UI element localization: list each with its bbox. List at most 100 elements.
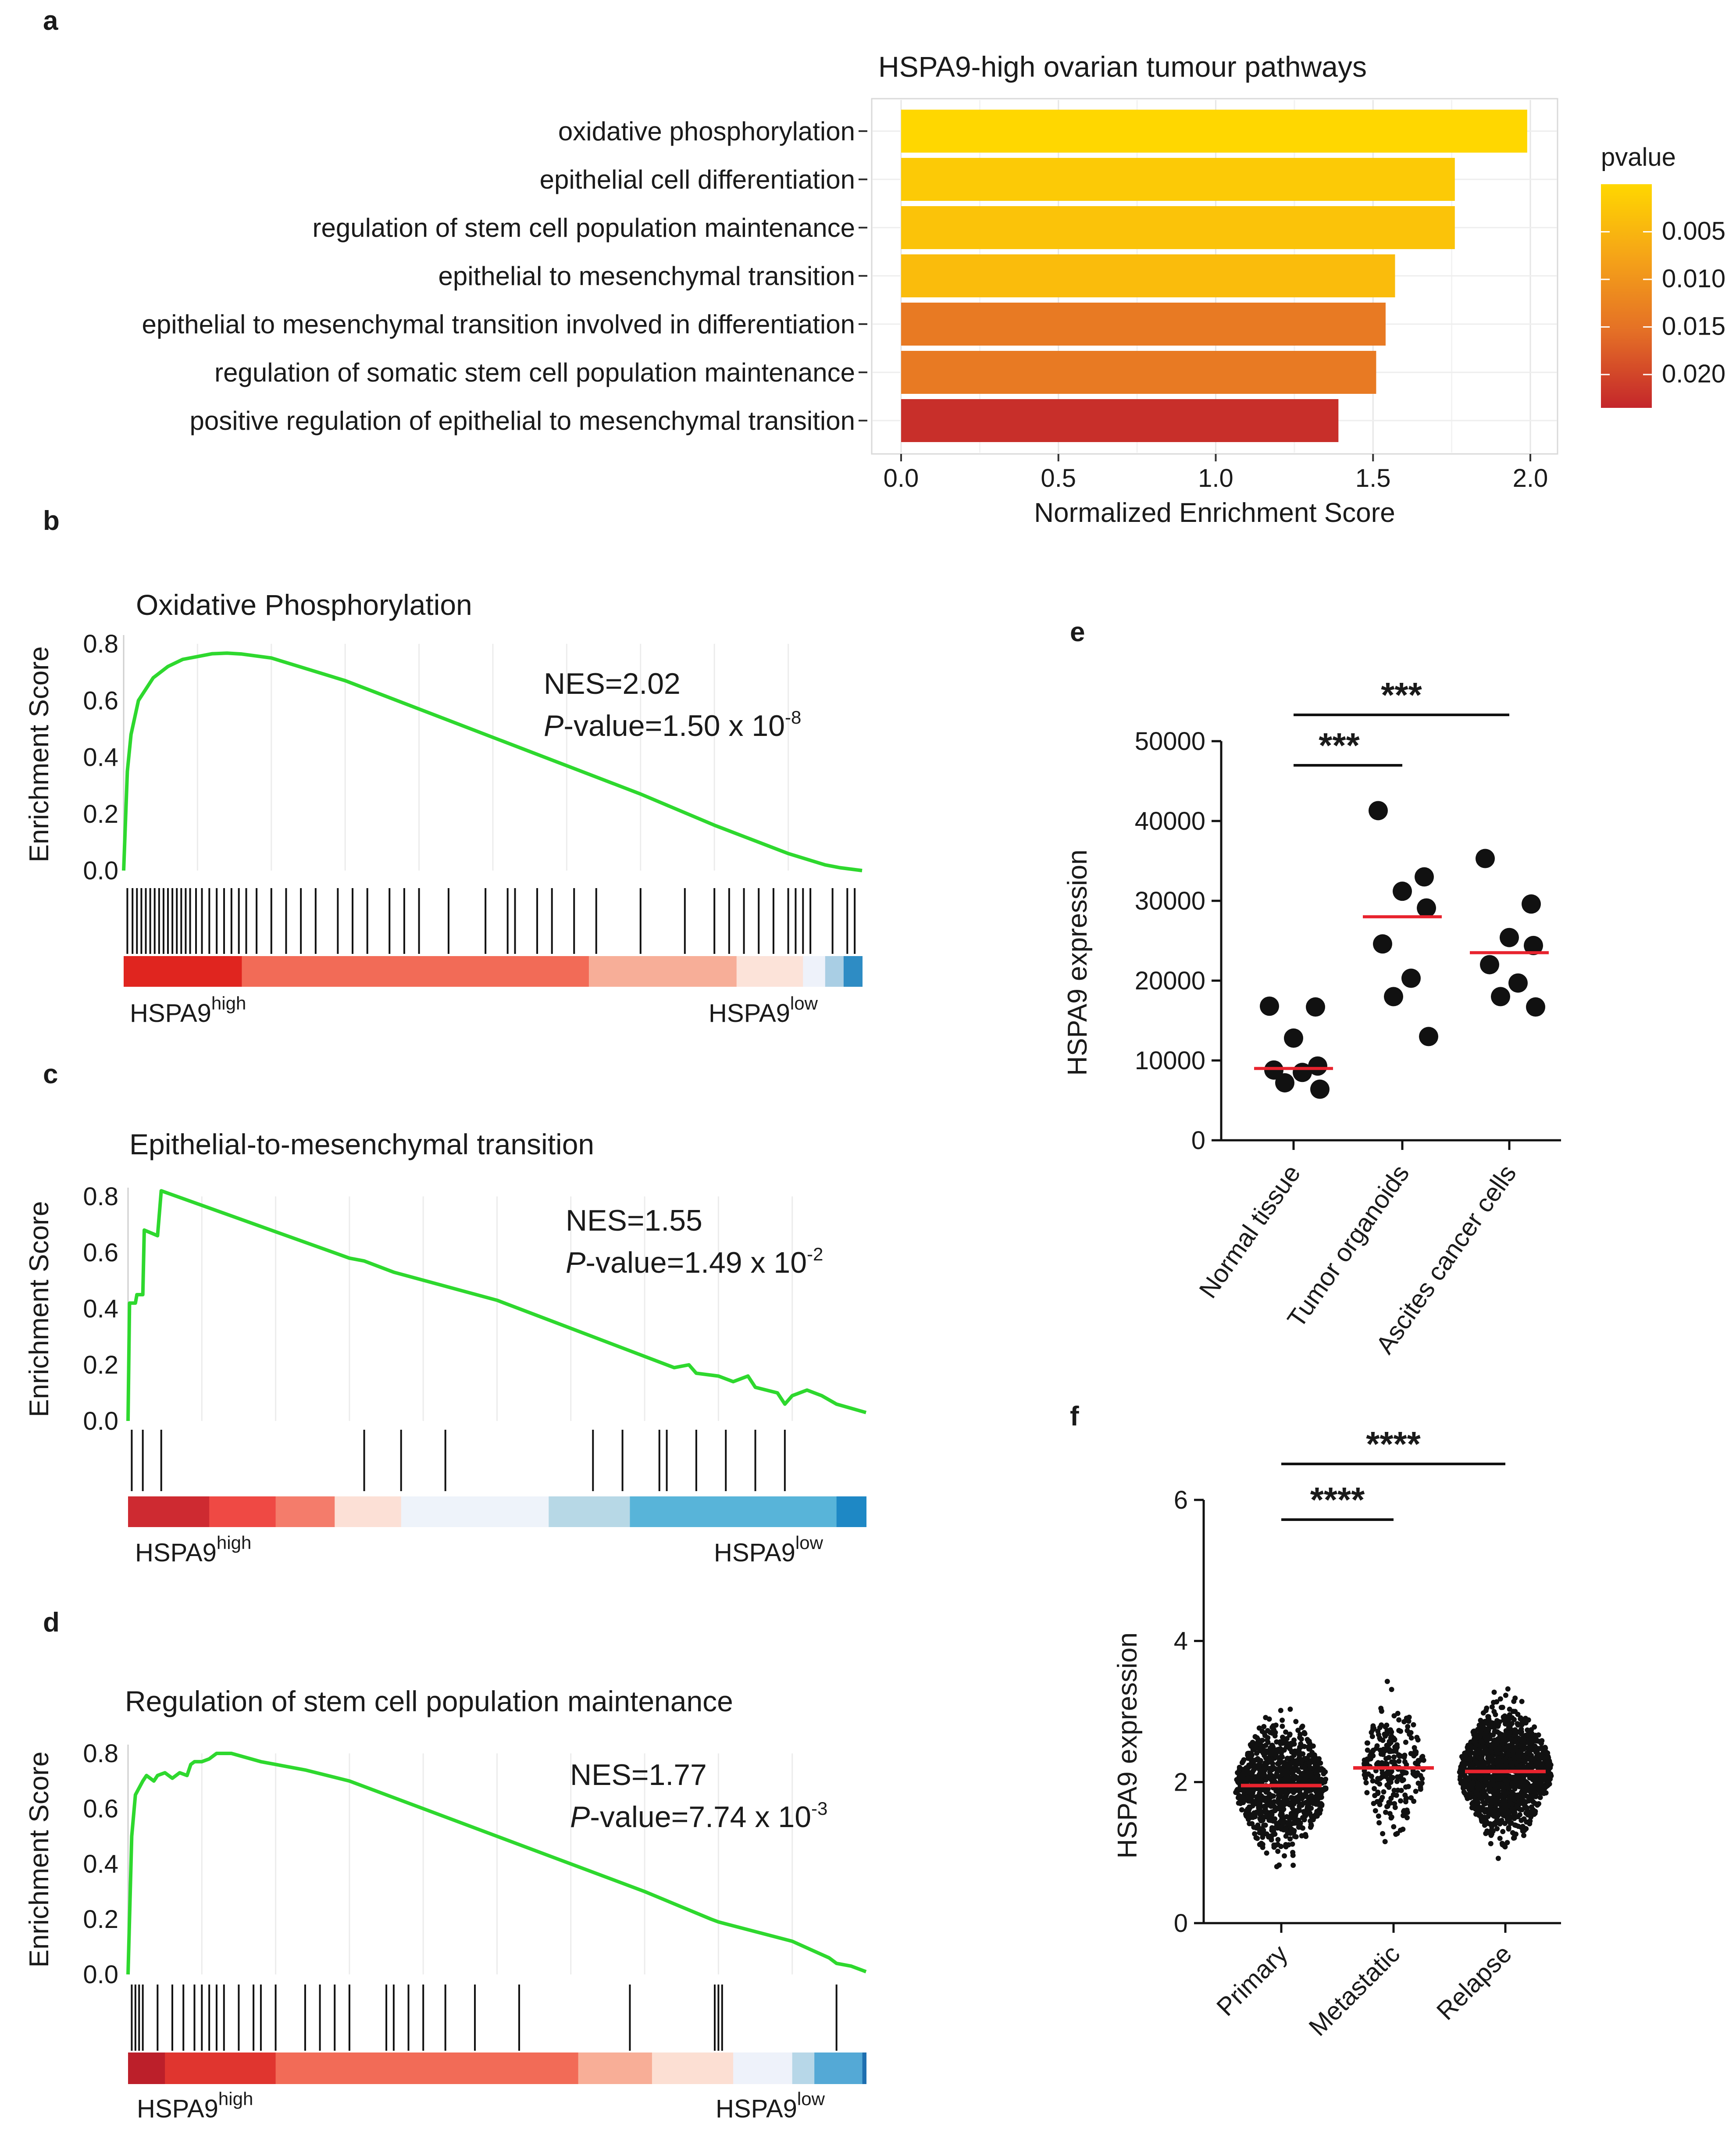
panel-a-label: a (43, 6, 58, 36)
f-data-point (1283, 1826, 1289, 1831)
f-data-point (1295, 1728, 1301, 1733)
f-data-point (1504, 1817, 1510, 1822)
pathway-label: epithelial to mesenchymal transition inv… (142, 310, 855, 339)
f-data-point (1276, 1759, 1282, 1764)
f-data-point (1321, 1768, 1327, 1774)
panel-b-label: b (43, 506, 60, 536)
e-significance-stars: *** (1381, 675, 1422, 714)
f-data-point (1498, 1705, 1504, 1710)
panel-a-title: HSPA9-high ovarian tumour pathways (878, 50, 1367, 83)
f-data-point (1258, 1742, 1264, 1748)
f-data-point (1370, 1748, 1376, 1753)
f-data-point (1264, 1813, 1269, 1818)
f-data-point (1308, 1770, 1313, 1776)
f-data-point (1365, 1747, 1370, 1753)
f-data-point (1263, 1748, 1269, 1754)
f-data-point (1487, 1775, 1493, 1781)
f-data-point (1257, 1791, 1262, 1796)
f-data-point (1386, 1755, 1392, 1760)
f-data-point (1515, 1824, 1521, 1829)
pvalue-legend-title: pvalue (1601, 143, 1676, 171)
f-data-point (1272, 1808, 1278, 1813)
f-y-tick-label: 6 (1174, 1486, 1188, 1514)
f-data-point (1376, 1813, 1381, 1819)
gsea-y-tick-label: 0.2 (83, 800, 118, 828)
panel-b-plot-area: 0.0 0.2 0.4 0.6 0.8 (83, 630, 863, 987)
f-data-point (1513, 1831, 1519, 1837)
f-data-point (1311, 1760, 1317, 1765)
e-y-tick-label: 10000 (1135, 1046, 1205, 1075)
panel-b-nes: NES=2.02 (544, 667, 681, 700)
f-data-point (1307, 1765, 1313, 1771)
f-data-point (1394, 1778, 1400, 1784)
f-data-point (1304, 1756, 1309, 1761)
f-data-point (1294, 1820, 1299, 1826)
f-data-point (1382, 1839, 1388, 1845)
f-y-tick-label: 2 (1174, 1768, 1188, 1796)
f-data-point (1365, 1771, 1371, 1777)
f-significance-stars: **** (1366, 1424, 1421, 1464)
f-data-point (1283, 1791, 1289, 1796)
e-y-tick-label: 50000 (1135, 727, 1205, 756)
f-data-point (1403, 1739, 1408, 1745)
f-data-point (1494, 1796, 1500, 1802)
f-data-point (1308, 1797, 1314, 1803)
f-data-point (1503, 1692, 1508, 1698)
panel-d-high-label: HSPA9high (137, 2088, 253, 2123)
f-data-point (1280, 1816, 1286, 1821)
e-data-point (1491, 987, 1510, 1007)
panel-f-y-axis-title: HSPA9 expression (1112, 1632, 1143, 1859)
f-data-point (1509, 1752, 1515, 1757)
f-data-point (1495, 1736, 1501, 1742)
f-data-point (1511, 1699, 1517, 1704)
bar-4 (901, 303, 1386, 346)
f-data-point (1389, 1768, 1394, 1774)
f-data-point (1475, 1727, 1481, 1732)
rank-heat-segment (630, 1496, 837, 1527)
f-data-point (1522, 1736, 1527, 1742)
f-data-point (1468, 1791, 1473, 1797)
gsea-y-tick-label: 0.2 (83, 1351, 118, 1379)
f-data-point (1518, 1715, 1523, 1721)
f-data-point (1462, 1761, 1468, 1767)
f-data-point (1536, 1786, 1542, 1792)
f-data-point (1363, 1780, 1369, 1785)
f-data-point (1267, 1769, 1273, 1775)
rank-heat-segment (836, 1496, 866, 1527)
f-data-point (1300, 1724, 1305, 1729)
f-data-point (1493, 1807, 1498, 1813)
f-data-point (1511, 1797, 1517, 1802)
gsea-y-tick-label: 0.0 (83, 1960, 118, 1989)
f-data-point (1300, 1778, 1306, 1784)
f-data-point (1299, 1764, 1305, 1770)
f-data-point (1276, 1796, 1281, 1802)
panel-b-gsea-plot: b Oxidative Phosphorylation Enrichment S… (24, 506, 863, 1028)
f-data-point (1537, 1795, 1543, 1800)
f-data-point (1257, 1842, 1262, 1847)
f-data-point (1507, 1731, 1512, 1736)
f-data-point (1418, 1786, 1423, 1792)
f-data-point (1482, 1760, 1487, 1766)
gsea-y-tick-label: 0.4 (83, 1850, 118, 1878)
f-data-point (1269, 1724, 1275, 1730)
f-data-point (1283, 1739, 1288, 1745)
rank-heat-segment (843, 956, 863, 987)
f-data-point (1396, 1758, 1402, 1764)
panel-f-label: f (1070, 1401, 1079, 1431)
e-data-point (1275, 1073, 1294, 1092)
f-data-point (1494, 1746, 1499, 1752)
f-data-point (1278, 1708, 1283, 1713)
rank-heat-segment (814, 2052, 863, 2084)
f-data-point (1319, 1795, 1324, 1800)
f-data-point (1287, 1836, 1293, 1842)
f-data-point (1413, 1749, 1419, 1755)
f-data-point (1383, 1760, 1388, 1766)
f-data-point (1519, 1699, 1525, 1704)
f-data-point (1381, 1789, 1387, 1795)
f-data-point (1391, 1735, 1397, 1741)
f-data-point (1465, 1745, 1470, 1750)
f-data-point (1524, 1786, 1530, 1792)
f-data-point (1509, 1762, 1514, 1767)
f-data-point (1276, 1800, 1281, 1806)
f-data-point (1282, 1853, 1287, 1859)
